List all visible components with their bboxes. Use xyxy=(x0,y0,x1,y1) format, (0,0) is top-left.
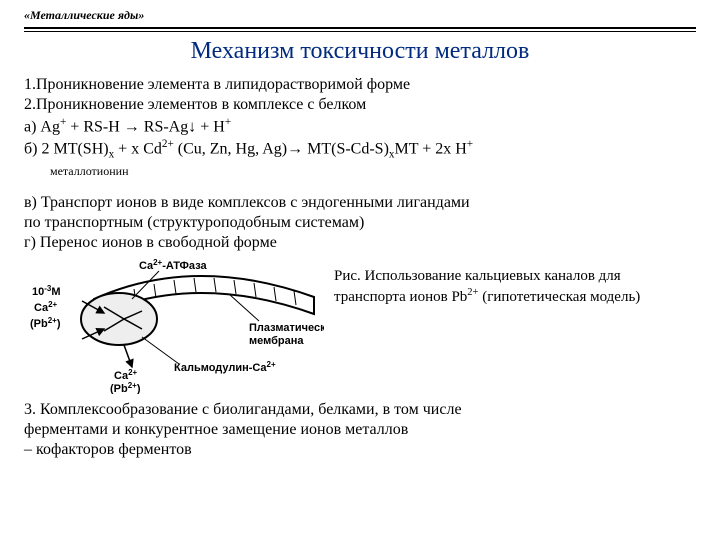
eq-b-sup2: 2+ xyxy=(162,138,174,150)
body-text: 1.Проникновение элемента в липидораствор… xyxy=(24,75,696,460)
page-title: Механизм токсичности металлов xyxy=(24,38,696,65)
membrane-label-2: мембрана xyxy=(249,335,304,347)
membrane-diagram: 10-3М Ca2+ (Pb2+) Ca2+-АТФаза Плазматиче… xyxy=(24,259,324,394)
eq-b-sup3: + xyxy=(467,138,473,150)
line-7: г) Перенос ионов в свободной форме xyxy=(24,233,696,253)
membrane-label-1: Плазматическая xyxy=(249,322,324,334)
pb-bottom-label: (Pb2+) xyxy=(110,381,141,394)
channel-protein-shape xyxy=(81,293,157,345)
line-4b: б) 2 МТ(SH)x + x Cd2+ (Cu, Zn, Hg, Ag)→ … xyxy=(24,137,696,162)
line-5: в) Транспорт ионов в виде комплексов с э… xyxy=(24,193,696,213)
eq-b-mid3: МT + 2x H xyxy=(394,141,466,158)
eq-b-pre: б) 2 МТ(SH) xyxy=(24,141,109,158)
atpase-label: Ca2+-АТФаза xyxy=(139,259,208,272)
conc-label: 10-3М xyxy=(32,284,61,298)
eq-a-mid: + RS-H → RS-Ag↓ + H xyxy=(66,118,225,135)
line-8: 3. Комплексообразование с биолигандами, … xyxy=(24,400,696,420)
line-3a: а) Ag+ + RS-H → RS-Ag↓ + H+ xyxy=(24,115,696,137)
calmodulin-leader-line xyxy=(142,337,179,364)
caption-sup: 2+ xyxy=(467,287,478,298)
line-10: – кофакторов ферментов xyxy=(24,440,696,460)
arrow-out xyxy=(124,345,132,367)
eq-b-mid1: + x Cd xyxy=(114,141,162,158)
line-2: 2.Проникновение элементов в комплексе с … xyxy=(24,95,696,115)
eq-b-mid2: (Cu, Zn, Hg, Ag)→ МT(S-Cd-S) xyxy=(174,141,389,158)
eq-a-pre: а) Ag xyxy=(24,118,60,135)
line-6: по транспортным (структуроподобным систе… xyxy=(24,213,696,233)
calmodulin-label: Кальмодулин-Ca2+ xyxy=(174,360,276,374)
eq-a-sup2: + xyxy=(225,116,231,128)
ca-bottom-label: Ca2+ xyxy=(114,368,138,382)
ca-top-label: Ca2+ xyxy=(34,300,58,314)
header-rule xyxy=(24,27,696,32)
figure-caption: Рис. Использование кальциевых каналов дл… xyxy=(334,267,664,307)
pb-top-label: (Pb2+) xyxy=(30,316,61,330)
line-1: 1.Проникновение элемента в липидораствор… xyxy=(24,75,696,95)
metallothionein-note: металлотионин xyxy=(50,164,696,179)
caption-post: (гипотетическая модель) xyxy=(478,289,640,305)
line-9: ферментами и конкурентное замещение ионо… xyxy=(24,420,696,440)
document-header: «Металлические яды» xyxy=(24,8,696,23)
